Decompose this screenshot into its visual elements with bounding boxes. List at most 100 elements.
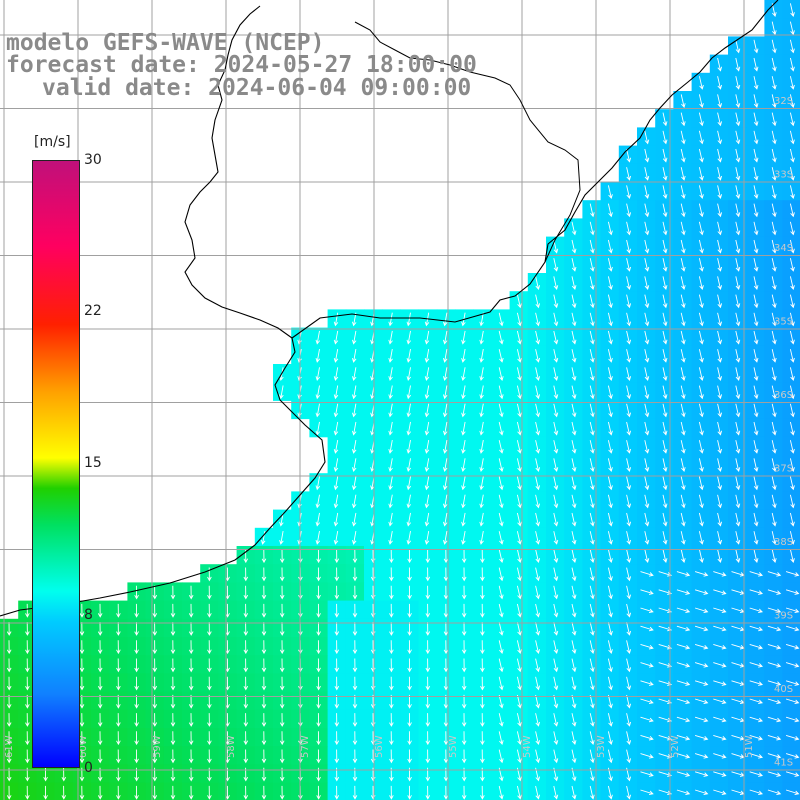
wind-arrow	[406, 458, 412, 473]
wind-arrow	[261, 713, 267, 727]
wind-arrow	[25, 694, 30, 709]
wind-arrow	[735, 367, 741, 382]
field-cell	[691, 782, 711, 800]
wind-arrow	[388, 421, 393, 436]
wind-arrow	[134, 603, 139, 618]
wind-arrow	[662, 312, 668, 327]
wind-arrow	[771, 531, 777, 545]
wind-arrow	[461, 440, 466, 454]
wind-arrow	[589, 531, 595, 545]
wind-arrow	[771, 476, 777, 491]
wind-arrow	[553, 276, 559, 291]
wind-arrow	[589, 421, 595, 436]
wind-arrow	[388, 458, 393, 473]
wind-arrow	[553, 549, 559, 564]
wind-arrow	[480, 676, 485, 691]
wind-arrow	[134, 640, 139, 655]
wind-arrow	[607, 458, 613, 473]
wind-arrow	[443, 567, 449, 582]
wind-arrow	[152, 713, 158, 727]
wind-arrow	[680, 403, 686, 418]
wind-arrow	[676, 680, 691, 686]
wind-arrow	[644, 312, 650, 327]
wind-arrow	[334, 622, 340, 636]
wind-arrow	[680, 385, 686, 400]
wind-arrow	[789, 130, 795, 145]
wind-arrow	[662, 330, 668, 345]
wind-arrow	[535, 476, 541, 491]
wind-arrow	[207, 567, 212, 582]
wind-arrow	[315, 403, 321, 418]
wind-arrow	[6, 749, 12, 764]
wind-arrow	[498, 494, 504, 509]
wind-arrow	[334, 731, 340, 746]
wind-arrow	[152, 622, 158, 636]
wind-arrow	[698, 330, 704, 345]
wind-arrow	[662, 476, 668, 491]
wind-arrow	[516, 531, 522, 545]
wind-arrow	[333, 385, 339, 400]
wind-arrow	[589, 512, 595, 527]
wind-arrow	[694, 680, 709, 686]
wind-arrow	[607, 221, 613, 236]
wind-arrow	[717, 549, 723, 564]
wind-arrow	[425, 549, 431, 564]
wind-arrow	[407, 640, 412, 655]
wind-arrow	[535, 622, 541, 636]
colorbar-tick-15: 15	[84, 455, 102, 471]
wind-arrow	[607, 640, 613, 655]
wind-arrow	[607, 476, 613, 491]
wind-arrow	[607, 603, 613, 618]
wind-arrow	[680, 531, 686, 545]
wind-arrow	[97, 713, 103, 727]
wind-arrow	[553, 567, 559, 582]
wind-arrow	[553, 421, 559, 436]
wind-arrow	[713, 734, 727, 741]
wind-arrow	[43, 785, 48, 800]
wind-arrow	[261, 622, 267, 636]
wind-arrow	[480, 694, 485, 709]
wind-arrow	[607, 276, 613, 291]
wind-arrow	[717, 403, 723, 418]
wind-arrow	[713, 716, 727, 723]
wind-arrow	[713, 698, 727, 705]
wind-arrow	[553, 403, 559, 418]
wind-arrow	[279, 585, 285, 600]
wind-arrow	[389, 658, 394, 673]
wind-arrow	[785, 789, 800, 796]
wind-arrow	[407, 694, 412, 709]
wind-arrow	[516, 549, 522, 564]
wind-arrow	[735, 549, 741, 564]
wind-arrow	[498, 585, 504, 600]
wind-arrow	[749, 716, 763, 723]
wind-arrow	[680, 330, 686, 345]
wind-arrow	[535, 421, 541, 436]
wind-arrow	[771, 57, 777, 72]
wind-arrow	[389, 567, 394, 582]
wind-arrow	[658, 589, 672, 595]
wind-arrow	[279, 567, 285, 582]
wind-arrow	[170, 585, 176, 600]
wind-arrow	[480, 749, 485, 764]
wind-arrow	[498, 531, 504, 545]
wind-arrow	[717, 185, 723, 200]
wind-arrow	[97, 676, 103, 691]
wind-arrow	[316, 585, 321, 600]
wind-arrow	[553, 349, 559, 363]
wind-arrow	[461, 403, 466, 418]
wind-arrow	[170, 694, 176, 709]
wind-arrow	[698, 367, 704, 382]
wind-arrow	[442, 458, 448, 473]
wind-arrow	[351, 367, 357, 382]
wind-arrow	[443, 785, 449, 800]
wind-arrow	[406, 476, 412, 491]
wind-arrow	[170, 676, 176, 691]
wind-arrow	[771, 203, 777, 218]
wind-arrow	[680, 221, 686, 236]
wind-arrow	[680, 239, 686, 254]
wind-arrow	[553, 458, 559, 473]
wind-arrow	[749, 771, 763, 777]
wind-arrow	[461, 458, 466, 473]
wind-arrow	[717, 258, 723, 272]
wind-arrow	[316, 731, 321, 746]
